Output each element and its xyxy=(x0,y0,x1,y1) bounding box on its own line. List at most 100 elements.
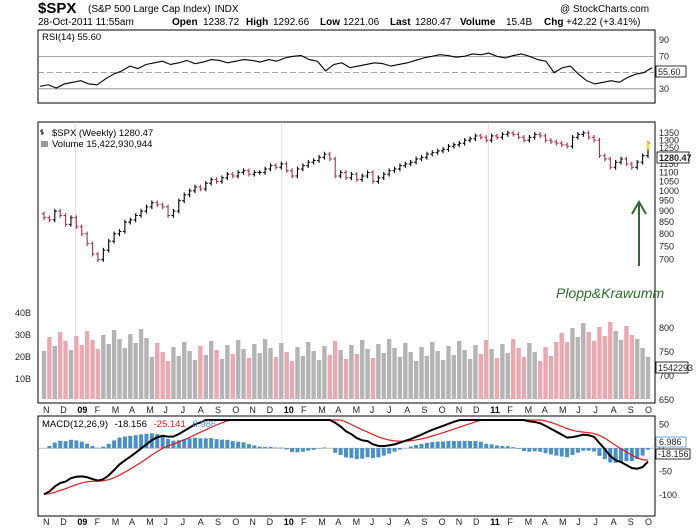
price-tick-label: 1350 xyxy=(659,128,679,138)
macd-line xyxy=(43,419,649,496)
macd-hist-bar xyxy=(559,448,564,457)
macd-hist-bar xyxy=(79,441,84,449)
macd-hist-bar xyxy=(575,448,580,453)
macd-hist-bar xyxy=(554,448,559,456)
price-title: $SPX (Weekly) 1280.47 xyxy=(52,128,153,139)
macd-hist-bar xyxy=(495,445,499,449)
price-tick-label: 1100 xyxy=(659,167,678,177)
volume-bar xyxy=(543,347,548,399)
volume-bar xyxy=(408,352,413,399)
macd-hist-bar xyxy=(424,442,429,449)
macd-hist-bar xyxy=(117,437,122,449)
volume-bar xyxy=(570,328,575,399)
volume-bar xyxy=(359,340,365,399)
x-tick-label: 11 xyxy=(490,517,500,527)
volume-bar xyxy=(225,345,230,399)
volume-bar xyxy=(241,349,246,399)
volume-bar xyxy=(235,340,241,399)
arrow-head xyxy=(631,200,647,215)
x-tick-label: D xyxy=(473,405,480,415)
volume-tag-value: 1542293 xyxy=(658,363,693,373)
rsi-gridlines xyxy=(38,55,655,90)
macd-hist-bar xyxy=(565,448,570,458)
last-price-tag-value: 1280.47 xyxy=(659,153,692,163)
volume-right-tick: 700 xyxy=(659,371,674,381)
price-tick-label: 900 xyxy=(659,206,674,216)
macd-hist-bar xyxy=(344,448,348,458)
macd-hist-bar xyxy=(527,448,532,452)
price-tick-label: 850 xyxy=(659,217,674,227)
volume-bar xyxy=(306,342,311,399)
macd-hist-bar xyxy=(47,445,52,449)
price-tick-label: 1150 xyxy=(659,159,678,169)
x-tick-label: M xyxy=(112,405,120,415)
macd-hist-bar xyxy=(193,437,197,449)
volume-bar xyxy=(446,346,451,399)
macd-hist-bar xyxy=(635,448,640,460)
volume-bar xyxy=(192,360,198,399)
macd-hist-bar xyxy=(263,446,268,449)
rsi-line xyxy=(39,52,653,89)
volume-bar xyxy=(111,330,117,399)
x-tick-label: J xyxy=(387,405,392,415)
volume-bar xyxy=(554,342,559,399)
volume-bar xyxy=(322,346,327,399)
volume-bar xyxy=(376,344,381,399)
volume-right-tick: 650 xyxy=(659,395,674,405)
date-stamp: 28-Oct-2011 11:55am xyxy=(38,17,134,28)
volume-bar xyxy=(246,358,252,399)
macd-hist-bar xyxy=(397,448,402,450)
macd-hist-bar xyxy=(586,448,591,451)
macd-hist-bar xyxy=(511,447,516,449)
volume-bar xyxy=(457,341,462,399)
macd-hist-bar xyxy=(468,441,473,449)
volume-bar xyxy=(392,348,397,399)
volume-bar xyxy=(208,341,214,399)
macd-hist-bar xyxy=(182,439,187,449)
macd-hist-bar xyxy=(613,448,618,463)
rsi-last-value: 55.60 xyxy=(658,67,681,77)
volume-bar xyxy=(591,341,597,399)
macd-hist-bar xyxy=(349,448,354,458)
macd-hist-bar xyxy=(203,438,208,449)
rsi-tick-label: 30 xyxy=(659,84,669,94)
x-tick-label: M xyxy=(559,517,567,527)
volume-bar xyxy=(521,357,527,399)
volume-bar xyxy=(284,352,289,399)
macd-hist-bar xyxy=(462,440,467,449)
volume-bar xyxy=(467,359,473,399)
x-tick-label: S xyxy=(215,517,221,527)
open-label: Open xyxy=(172,17,198,28)
rsi-last-tag xyxy=(655,65,687,78)
volume-bar xyxy=(252,344,257,399)
volume-bar xyxy=(635,339,640,399)
volume-bar xyxy=(106,344,111,399)
x-tick-label: F xyxy=(507,517,513,527)
volume-bar xyxy=(101,335,106,399)
macd-hist-bar xyxy=(581,448,586,451)
macd-hist-bar xyxy=(548,448,553,455)
macd-hist-bar xyxy=(419,443,424,449)
volume-bar xyxy=(602,336,608,399)
x-tick-label: 09 xyxy=(77,517,87,527)
volume-bar xyxy=(333,341,338,399)
volume-bar xyxy=(381,353,386,399)
x-tick-label: A xyxy=(129,405,135,415)
volume-bar xyxy=(413,361,419,399)
volume-bar xyxy=(122,348,128,399)
x-tick-label: A xyxy=(404,517,410,527)
volume-bar xyxy=(273,357,279,399)
volume-bar xyxy=(343,359,349,399)
volume-tag xyxy=(655,361,689,374)
volume-bar xyxy=(338,350,343,399)
volume-bar xyxy=(349,345,354,399)
macd-hist-bar xyxy=(219,439,224,449)
price-tick-label: 750 xyxy=(659,241,674,251)
x-tick-label: S xyxy=(628,405,634,415)
macd-tick-label: -100 xyxy=(659,490,677,500)
x-tick-label: N xyxy=(249,517,256,527)
price-tick-label: 800 xyxy=(659,229,674,239)
macd-hist-bar xyxy=(63,441,68,449)
x-tick-label: M xyxy=(353,517,361,527)
macd-legend-signal: -25.141 xyxy=(154,419,186,430)
